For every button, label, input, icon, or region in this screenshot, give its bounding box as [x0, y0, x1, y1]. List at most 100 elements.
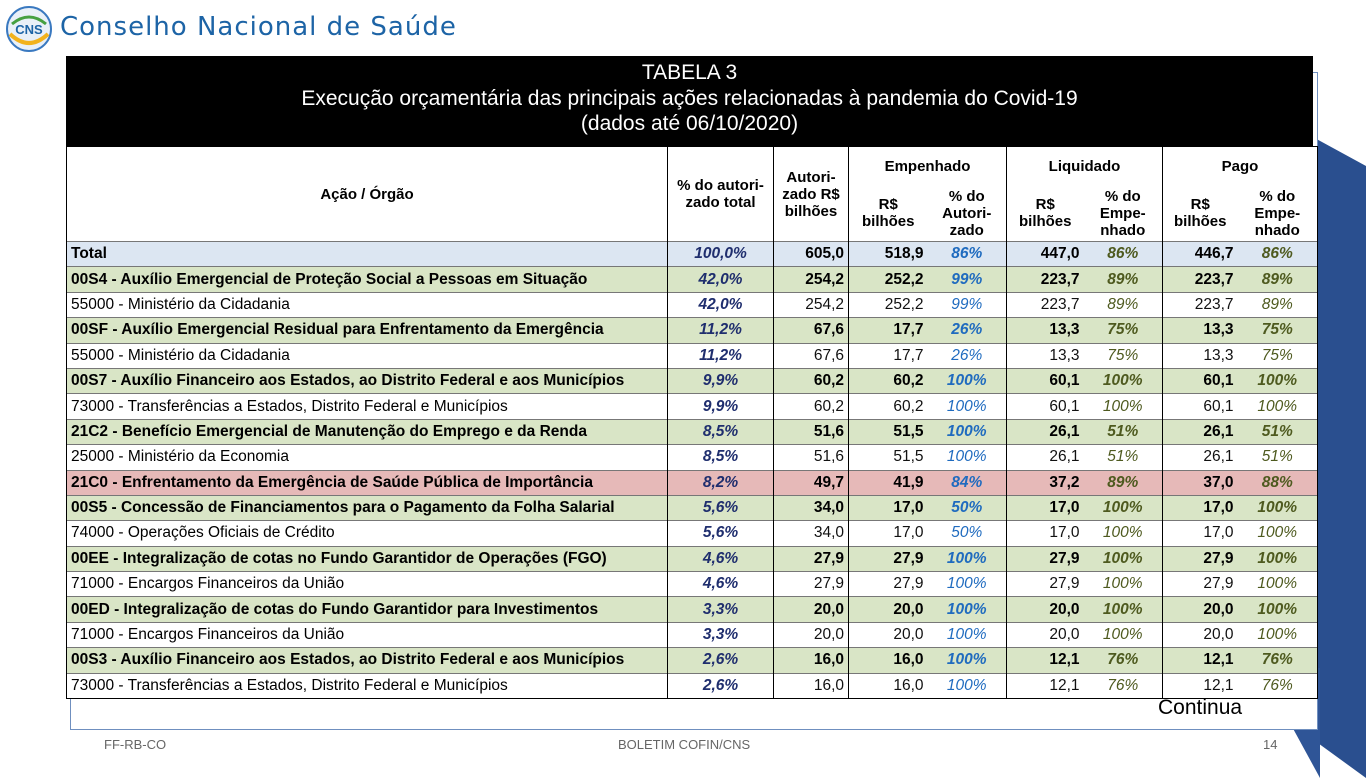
cell-empenhado-pct: 100%	[927, 393, 1007, 420]
cell-autorizado: 27,9	[773, 546, 849, 572]
cell-pct-total: 8,5%	[667, 444, 774, 471]
cell-autorizado: 27,9	[773, 571, 849, 597]
cell-liquidado-pct: 89%	[1083, 470, 1163, 496]
cell-empenhado-pct: 100%	[927, 622, 1007, 648]
cell-pago-val: 26,1	[1162, 444, 1238, 471]
cell-liquidado-val: 17,0	[1006, 495, 1084, 521]
cell-acao: 00S7 - Auxílio Financeiro aos Estados, a…	[66, 368, 668, 394]
budget-table: Ação / Órgão % do autori-zado total Auto…	[66, 146, 1318, 700]
logo-text: CNS	[15, 22, 43, 37]
table-subtitle: (dados até 06/10/2020)	[580, 112, 799, 135]
table-row-orgao: 71000 - Encargos Financeiros da União 3,3…	[66, 622, 1318, 648]
cell-acao: 00S3 - Auxílio Financeiro aos Estados, a…	[66, 647, 668, 674]
cell-pago-val: 13,3	[1162, 317, 1238, 344]
cell-pago-pct: 51%	[1237, 419, 1318, 445]
cell-empenhado-val: 16,0	[848, 673, 928, 700]
cell-pct-total: 8,2%	[667, 470, 774, 496]
cell-pago-val: 12,1	[1162, 647, 1238, 674]
cell-empenhado-val: 16,0	[848, 647, 928, 674]
cell-empenhado-pct: 100%	[927, 571, 1007, 597]
cell-pct-total: 100,0%	[667, 241, 774, 267]
cell-empenhado-pct: 99%	[927, 266, 1007, 293]
cell-empenhado-val: 17,7	[848, 343, 928, 369]
cell-pago-pct: 88%	[1237, 470, 1318, 496]
cell-autorizado: 60,2	[773, 393, 849, 420]
cell-liquidado-val: 26,1	[1006, 444, 1084, 471]
cell-pago-pct: 100%	[1237, 393, 1318, 420]
table-row-acao: 21C2 - Benefício Emergencial de Manutenç…	[66, 419, 1318, 445]
cell-acao: 55000 - Ministério da Cidadania	[66, 343, 668, 369]
table-title-block: TABELA 3 Execução orçamentária das princ…	[66, 56, 1313, 146]
table-row-acao: 00S4 - Auxílio Emergencial de Proteção S…	[66, 266, 1318, 293]
cell-liquidado-pct: 86%	[1083, 241, 1163, 267]
cell-empenhado-pct: 26%	[927, 317, 1007, 344]
cell-liquidado-pct: 100%	[1083, 393, 1163, 420]
cell-pago-pct: 75%	[1237, 317, 1318, 344]
footer-center: BOLETIM COFIN/CNS	[618, 737, 751, 752]
cell-liquidado-pct: 100%	[1083, 622, 1163, 648]
cell-liquidado-val: 20,0	[1006, 596, 1084, 623]
cell-autorizado: 60,2	[773, 368, 849, 394]
cell-pago-val: 60,1	[1162, 393, 1238, 420]
cell-empenhado-val: 518,9	[848, 241, 928, 267]
cell-pago-val: 37,0	[1162, 470, 1238, 496]
cell-pago-pct: 100%	[1237, 596, 1318, 623]
cell-acao: 00SF - Auxílio Emergencial Residual para…	[66, 317, 668, 344]
cell-liquidado-pct: 51%	[1083, 444, 1163, 471]
organization-name: Conselho Nacional de Saúde	[60, 12, 457, 42]
cell-pago-val: 27,9	[1162, 546, 1238, 572]
cell-empenhado-pct: 100%	[927, 596, 1007, 623]
col-header-liq-pct: % do Empe-nhado	[1083, 185, 1163, 242]
cell-empenhado-pct: 100%	[927, 368, 1007, 394]
table-row-orgao: 71000 - Encargos Financeiros da União 4,6…	[66, 571, 1318, 597]
cell-acao: 21C2 - Benefício Emergencial de Manutenç…	[66, 419, 668, 445]
cell-pago-val: 17,0	[1162, 520, 1238, 547]
table-row-orgao: 25000 - Ministério da Economia 8,5% 51,6 51…	[66, 444, 1318, 471]
cell-empenhado-val: 60,2	[848, 393, 928, 420]
cell-empenhado-pct: 26%	[927, 343, 1007, 369]
cell-pago-pct: 100%	[1237, 520, 1318, 547]
cell-pct-total: 4,6%	[667, 571, 774, 597]
table-row-orgao: 73000 - Transferências a Estados, Distri…	[66, 393, 1318, 420]
cell-liquidado-val: 447,0	[1006, 241, 1084, 267]
cell-acao: Total	[66, 241, 668, 267]
cell-autorizado: 254,2	[773, 292, 849, 318]
cell-liquidado-pct: 100%	[1083, 546, 1163, 572]
cell-acao: 71000 - Encargos Financeiros da União	[66, 622, 668, 648]
cell-autorizado: 20,0	[773, 596, 849, 623]
cell-empenhado-pct: 84%	[927, 470, 1007, 496]
cell-liquidado-val: 26,1	[1006, 419, 1084, 445]
col-header-pago-pct: % do Empe-nhado	[1237, 185, 1318, 242]
cell-pago-val: 13,3	[1162, 343, 1238, 369]
budget-table-body: Total 100,0% 605,0 518,9 86% 447,0 86% 446,7 86%…	[66, 241, 1318, 700]
table-row-acao: 21C0 - Enfrentamento da Emergência de Sa…	[66, 470, 1318, 496]
continua-label: Continua	[1158, 696, 1243, 719]
cell-liquidado-val: 60,1	[1006, 393, 1084, 420]
cell-empenhado-val: 20,0	[848, 596, 928, 623]
table-row-orgao: 55000 - Ministério da Cidadania 42,0% 254,…	[66, 292, 1318, 318]
cell-empenhado-val: 51,5	[848, 444, 928, 471]
cell-empenhado-pct: 50%	[927, 495, 1007, 521]
cell-pago-val: 446,7	[1162, 241, 1238, 267]
cell-pct-total: 2,6%	[667, 673, 774, 700]
cell-acao: 25000 - Ministério da Economia	[66, 444, 668, 471]
cell-pago-val: 60,1	[1162, 368, 1238, 394]
cell-empenhado-val: 17,0	[848, 520, 928, 547]
cell-pct-total: 9,9%	[667, 393, 774, 420]
cell-liquidado-pct: 75%	[1083, 343, 1163, 369]
cell-liquidado-val: 27,9	[1006, 571, 1084, 597]
cell-liquidado-pct: 100%	[1083, 596, 1163, 623]
cell-pago-pct: 89%	[1237, 292, 1318, 318]
table-row-acao: 00S3 - Auxílio Financeiro aos Estados, a…	[66, 647, 1318, 674]
table-row-orgao: 73000 - Transferências a Estados, Distri…	[66, 673, 1318, 700]
cell-liquidado-pct: 76%	[1083, 647, 1163, 674]
cell-pago-pct: 76%	[1237, 647, 1318, 674]
cell-empenhado-val: 27,9	[848, 571, 928, 597]
cell-liquidado-val: 27,9	[1006, 546, 1084, 572]
cell-pago-pct: 100%	[1237, 495, 1318, 521]
col-header-emp-pct: % do Autori-zado	[927, 185, 1007, 242]
cell-pct-total: 9,9%	[667, 368, 774, 394]
cell-pago-val: 12,1	[1162, 673, 1238, 700]
table-title: Execução orçamentária das principais açõ…	[301, 87, 1078, 110]
cell-pago-pct: 100%	[1237, 546, 1318, 572]
